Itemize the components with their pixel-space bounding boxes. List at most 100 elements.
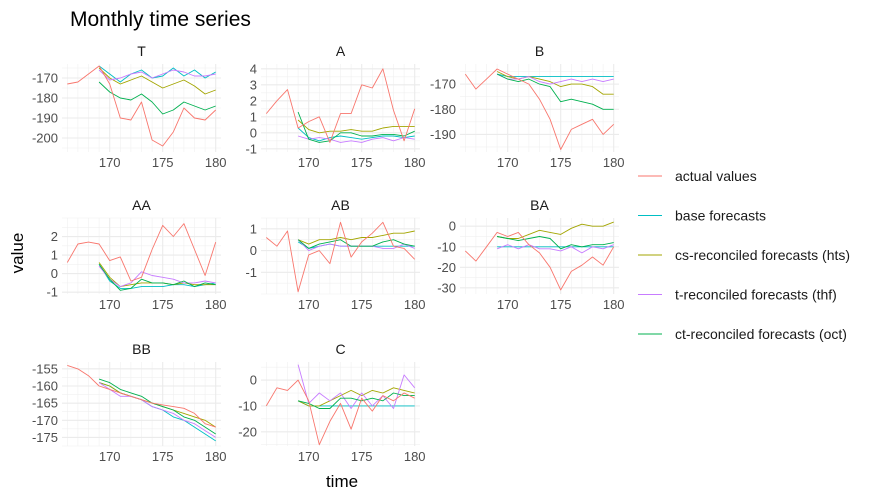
series-line-oct xyxy=(496,73,614,110)
panel-aa: AA 2 1 0 -1 170 175 180 xyxy=(46,197,226,312)
series-line-thf xyxy=(98,265,216,288)
series-line-thf xyxy=(98,69,216,81)
y-tick-label: -1 xyxy=(245,141,257,156)
y-tick-label: -20 xyxy=(238,424,257,439)
x-tick-label: 175 xyxy=(152,449,174,464)
series-line-oct xyxy=(98,264,216,291)
legend-label: actual values xyxy=(675,168,757,184)
x-tick-label: 175 xyxy=(550,297,572,312)
panel-b: B -170 -180 -190 170 175 180 xyxy=(430,43,625,170)
x-tick-label: 180 xyxy=(205,155,227,170)
y-tick-label: -180 xyxy=(32,91,58,106)
x-tick-label: 170 xyxy=(99,155,121,170)
y-tick-label: 4 xyxy=(250,61,257,76)
series-line-thf xyxy=(297,135,415,143)
x-tick-label: 180 xyxy=(205,297,227,312)
series-line-hts xyxy=(297,119,415,134)
y-tick-label: -170 xyxy=(32,413,58,428)
legend-item: base forecasts xyxy=(638,208,766,224)
series-line-hts xyxy=(98,67,216,95)
legend-label: ct-reconciled forecasts (oct) xyxy=(675,326,847,342)
series-line-base xyxy=(297,400,415,407)
series-line-thf xyxy=(496,244,614,254)
x-tick-label: 170 xyxy=(497,297,519,312)
y-tick-label: 1 xyxy=(250,109,257,124)
y-tick-label: 0 xyxy=(250,243,257,258)
panel-title: BB xyxy=(132,341,151,357)
y-tick-label: -160 xyxy=(32,379,58,394)
series-line-oct xyxy=(497,236,614,250)
x-tick-label: 180 xyxy=(603,155,625,170)
panel-title: B xyxy=(535,43,544,59)
panel-title: AA xyxy=(132,197,151,213)
y-tick-label: -180 xyxy=(430,102,456,117)
y-tick-label: -1 xyxy=(245,265,257,280)
series-line-actual xyxy=(67,364,216,428)
y-tick-label: 1 xyxy=(250,221,257,236)
y-tick-label: 0 xyxy=(51,266,58,281)
y-tick-label: -170 xyxy=(430,77,456,92)
y-tick-label: -155 xyxy=(32,361,58,376)
legend-item: actual values xyxy=(638,168,757,184)
y-tick-label: 2 xyxy=(250,93,257,108)
y-axis-label: value xyxy=(8,233,27,274)
legend-label: cs-reconciled forecasts (hts) xyxy=(675,247,850,263)
series-line-actual xyxy=(66,223,217,282)
legend-item: ct-reconciled forecasts (oct) xyxy=(638,326,847,342)
x-tick-label: 180 xyxy=(603,297,625,312)
x-tick-label: 180 xyxy=(404,155,426,170)
series-line-base xyxy=(297,127,415,142)
y-tick-label: -175 xyxy=(32,430,58,445)
y-tick-label: 0 xyxy=(250,373,257,388)
y-tick-label: -10 xyxy=(238,398,257,413)
y-tick-label: 0 xyxy=(250,125,257,140)
x-tick-label: 175 xyxy=(351,297,373,312)
series-line-actual xyxy=(266,221,416,293)
chart-title: Monthly time series xyxy=(70,8,251,31)
legend-item: cs-reconciled forecasts (hts) xyxy=(638,247,850,263)
series-line-actual xyxy=(265,68,416,143)
series-line-hts xyxy=(297,387,415,407)
x-tick-label: 170 xyxy=(298,297,320,312)
series-line-oct xyxy=(297,239,415,249)
y-tick-label: -1 xyxy=(46,285,58,300)
series-line-thf xyxy=(98,382,216,438)
x-tick-label: 170 xyxy=(497,155,519,170)
panel-ba: BA 0 -10 -20 -30 170 175 180 xyxy=(437,197,624,312)
y-tick-label: 3 xyxy=(250,77,257,92)
x-tick-label: 175 xyxy=(152,297,174,312)
series-line-actual xyxy=(464,68,615,150)
series-line-hts xyxy=(497,221,614,239)
y-tick-label: -165 xyxy=(32,396,58,411)
x-tick-label: 175 xyxy=(351,449,373,464)
y-tick-label: -190 xyxy=(430,127,456,142)
panel-bb: BB -155 -160 -165 -170 -175 170 175 180 xyxy=(32,341,227,464)
x-tick-label: 180 xyxy=(205,449,227,464)
x-tick-label: 170 xyxy=(99,449,121,464)
y-tick-label: -190 xyxy=(32,111,58,126)
series-line-base xyxy=(98,65,216,83)
series-line-oct xyxy=(98,81,216,115)
series-line-oct xyxy=(297,111,415,143)
x-tick-label: 175 xyxy=(152,155,174,170)
series-line-actual xyxy=(265,379,415,446)
panel-title: BA xyxy=(530,197,549,213)
y-tick-label: 2 xyxy=(51,229,58,244)
panel-title: C xyxy=(335,341,345,357)
series-line-base xyxy=(496,73,614,78)
legend: actual values base forecasts cs-reconciled… xyxy=(638,168,850,342)
x-tick-label: 170 xyxy=(298,449,320,464)
y-tick-label: -170 xyxy=(32,71,58,86)
y-tick-label: -200 xyxy=(32,131,58,146)
series-line-hts xyxy=(297,230,415,245)
series-line-thf xyxy=(297,364,416,409)
panel-ab: AB 1 0 -1 170 175 180 xyxy=(245,197,425,312)
legend-item: t-reconciled forecasts (thf) xyxy=(638,287,837,303)
y-tick-label: -20 xyxy=(437,260,456,275)
x-axis-label: time xyxy=(326,472,358,491)
legend-label: t-reconciled forecasts (thf) xyxy=(675,287,837,303)
x-tick-label: 180 xyxy=(404,297,426,312)
x-tick-label: 180 xyxy=(404,449,426,464)
